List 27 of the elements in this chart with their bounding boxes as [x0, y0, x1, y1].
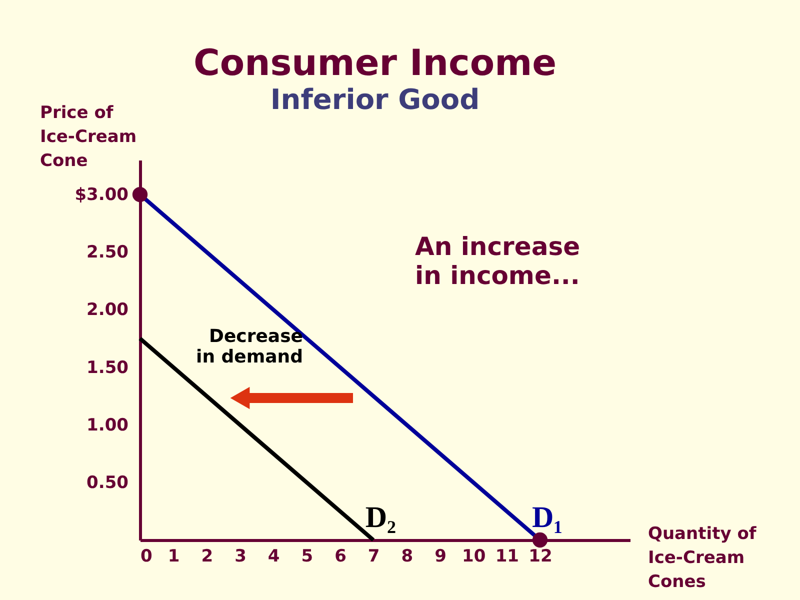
y-axis-title: Price of Ice-Cream Cone [40, 103, 137, 171]
y-tick-label: 0.50 [86, 472, 129, 493]
y-tick-label: 2.50 [86, 242, 129, 263]
series-label: D₁ [532, 501, 563, 534]
chart-title: Consumer Income [193, 43, 557, 84]
y-tick-label: 2.00 [86, 300, 129, 320]
x-tick-label: 8 [401, 546, 414, 566]
x-tick-label: 10 [462, 546, 486, 566]
y-tick-label: 1.50 [86, 358, 129, 378]
x-tick-label: 3 [234, 546, 246, 566]
x-tick-label: 12 [528, 546, 552, 566]
chart-subtitle: Inferior Good [270, 83, 480, 116]
x-tick-label: 9 [434, 546, 446, 566]
x-axis-title: Quantity of Ice-Cream Cones [648, 524, 757, 592]
series-label: D₂ [365, 501, 396, 534]
y-tick-label: 1.00 [86, 415, 129, 436]
x-tick-label: 5 [301, 546, 314, 566]
y-tick-label: $3.00 [74, 185, 129, 206]
x-tick-label: 4 [268, 546, 280, 566]
x-tick-label: 11 [495, 546, 520, 566]
annotation: Decrease in demand [196, 326, 303, 368]
x-tick-label: 6 [334, 546, 346, 566]
x-tick-label: 0 [140, 546, 152, 566]
x-tick-label: 2 [201, 546, 214, 566]
x-tick-label: 7 [368, 546, 380, 566]
annotation: An increase in income... [415, 232, 580, 290]
x-tick-label: 1 [168, 546, 180, 566]
